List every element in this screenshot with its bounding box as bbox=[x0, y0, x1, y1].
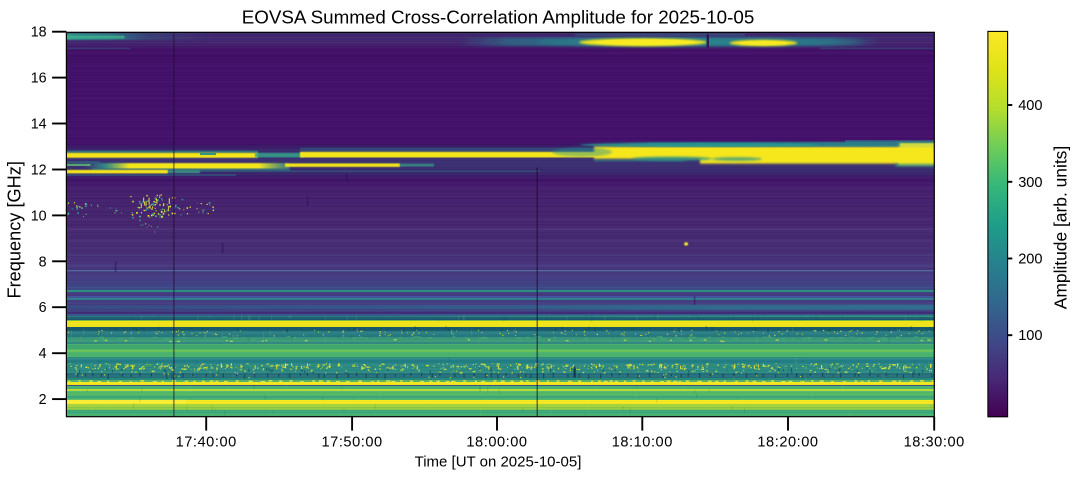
svg-text:18:30:00: 18:30:00 bbox=[904, 435, 965, 451]
svg-text:2: 2 bbox=[39, 392, 47, 408]
svg-text:18: 18 bbox=[31, 25, 47, 41]
svg-text:Amplitude [arb. units]: Amplitude [arb. units] bbox=[1051, 146, 1071, 309]
svg-text:18:20:00: 18:20:00 bbox=[757, 435, 818, 451]
svg-text:18:10:00: 18:10:00 bbox=[612, 435, 673, 451]
svg-text:17:40:00: 17:40:00 bbox=[176, 435, 237, 451]
svg-text:200: 200 bbox=[1018, 252, 1042, 268]
svg-text:100: 100 bbox=[1018, 328, 1042, 344]
svg-text:Time [UT on 2025-10-05]: Time [UT on 2025-10-05] bbox=[415, 454, 582, 471]
svg-text:12: 12 bbox=[31, 163, 47, 179]
svg-text:300: 300 bbox=[1018, 175, 1042, 191]
svg-text:18:00:00: 18:00:00 bbox=[466, 435, 527, 451]
svg-text:14: 14 bbox=[31, 117, 47, 133]
svg-text:17:50:00: 17:50:00 bbox=[321, 435, 382, 451]
svg-text:16: 16 bbox=[31, 71, 47, 87]
svg-text:8: 8 bbox=[39, 254, 47, 270]
svg-text:4: 4 bbox=[39, 346, 47, 362]
svg-text:400: 400 bbox=[1018, 98, 1042, 114]
svg-text:10: 10 bbox=[31, 208, 47, 224]
svg-text:6: 6 bbox=[39, 300, 47, 316]
svg-text:EOVSA Summed Cross-Correlation: EOVSA Summed Cross-Correlation Amplitude… bbox=[242, 7, 755, 28]
svg-text:Frequency [GHz]: Frequency [GHz] bbox=[5, 161, 25, 298]
